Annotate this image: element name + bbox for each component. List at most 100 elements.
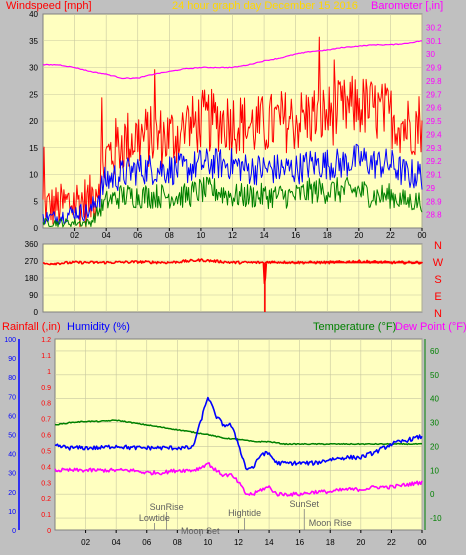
humidity-ytick-label: 80: [8, 375, 16, 382]
barometer-series: [42, 40, 422, 80]
event-marker-label: SunSet: [289, 499, 319, 509]
wind-ytick-label: 10: [29, 171, 38, 180]
wind-ytick-label: 40: [29, 10, 38, 19]
compass-label: N: [434, 308, 442, 320]
barometer-ytick-label: 28.8: [426, 211, 442, 220]
barometer-ytick-label: 29.1: [426, 171, 442, 180]
barometer-ytick-label: 30.1: [426, 37, 442, 46]
humidity-ytick-label: 50: [8, 433, 16, 440]
humidity-series: [54, 396, 423, 471]
wind-xtick-label: 14: [260, 231, 269, 240]
humidity-ytick-label: 20: [8, 490, 16, 497]
wind-series-average: [42, 143, 423, 225]
wind-xtick-label: 00: [418, 231, 427, 240]
rainfall-axis-label: Rainfall (,in): [2, 321, 61, 333]
wind-xtick-label: 08: [165, 231, 174, 240]
direction-ytick-label: 180: [25, 274, 39, 283]
wind-xtick-label: 18: [323, 231, 332, 240]
temp-xtick-label: 10: [203, 538, 212, 547]
humidity-ytick-label: 100: [4, 337, 16, 344]
barometer-ytick-label: 29.6: [426, 104, 442, 113]
humidity-axis-label: Humidity (%): [67, 321, 130, 333]
temperature-ytick-label: 20: [430, 442, 439, 451]
wind-ytick-label: 0: [34, 224, 39, 233]
wind-xtick-label: 06: [133, 231, 142, 240]
humidity-ytick-label: 60: [8, 413, 16, 420]
event-marker-label: SunRise: [150, 502, 184, 512]
barometer-ytick-label: 29.5: [426, 117, 442, 126]
temp-xtick-label: 18: [326, 538, 335, 547]
rainfall-ytick-label: 0.5: [41, 448, 51, 455]
temp-xtick-label: 20: [356, 538, 365, 547]
wind-ytick-label: 35: [29, 37, 38, 46]
compass-label: S: [434, 274, 441, 286]
rainfall-ytick-label: 0.3: [41, 480, 51, 487]
rainfall-ytick-label: 1.1: [41, 353, 51, 360]
dewpoint-axis-label: Dew Point (°F): [395, 321, 466, 333]
barometer-ytick-label: 29.2: [426, 157, 442, 166]
wind-ytick-label: 30: [29, 64, 38, 73]
rainfall-ytick-label: 1: [47, 369, 51, 376]
barometer-ytick-label: 30.2: [426, 23, 442, 32]
direction-ytick-label: 360: [25, 240, 39, 249]
direction-ytick-label: 90: [29, 291, 38, 300]
humidity-ytick-label: 30: [8, 471, 16, 478]
barometer-ytick-label: 29.9: [426, 64, 442, 73]
temperature-ytick-label: 60: [430, 347, 439, 356]
temperature-ytick-label: 10: [430, 466, 439, 475]
barometer-ytick-label: 29.7: [426, 90, 442, 99]
wind-series-minimum: [42, 176, 423, 228]
direction-ytick-label: 0: [34, 308, 39, 317]
barometer-ytick-label: 28.9: [426, 197, 442, 206]
humidity-ytick-label: 10: [8, 509, 16, 516]
temperature-ytick-label: 30: [430, 419, 439, 428]
wind-xtick-label: 12: [228, 231, 237, 240]
rainfall-ytick-label: 1.2: [41, 337, 51, 344]
wind-xtick-label: 04: [102, 231, 111, 240]
humidity-ytick-label: 40: [8, 452, 16, 459]
wind-ytick-label: 20: [29, 117, 38, 126]
graph-title: 24 hour graph day December 15 2016: [172, 0, 358, 12]
compass-label: N: [434, 240, 442, 252]
windspeed-axis-label: Windspeed [mph]: [6, 0, 92, 12]
humidity-ytick-label: 90: [8, 356, 16, 363]
humidity-ytick-label: 70: [8, 394, 16, 401]
barometer-ytick-label: 29.3: [426, 144, 442, 153]
barometer-ytick-label: 29.4: [426, 130, 442, 139]
barometer-ytick-label: 29.8: [426, 77, 442, 86]
temp-xtick-label: 00: [418, 538, 427, 547]
barometer-ytick-label: 29: [426, 184, 435, 193]
compass-label: E: [434, 291, 441, 303]
rainfall-ytick-label: 0.7: [41, 417, 51, 424]
rainfall-ytick-label: 0.9: [41, 385, 51, 392]
temp-xtick-label: 08: [173, 538, 182, 547]
humidity-ytick-label: 0: [12, 528, 16, 535]
compass-label: W: [433, 257, 444, 269]
temp-xtick-label: 12: [234, 538, 243, 547]
event-marker-label: Moon Rise: [309, 518, 352, 528]
wind-xtick-label: 20: [354, 231, 363, 240]
event-marker-label: Lowtide: [139, 513, 170, 523]
wind-xtick-label: 16: [291, 231, 300, 240]
temperature-series: [54, 419, 423, 446]
temperature-ytick-label: 50: [430, 371, 439, 380]
wind-ytick-label: 5: [34, 197, 39, 206]
rainfall-ytick-label: 0: [47, 528, 51, 535]
temp-xtick-label: 16: [295, 538, 304, 547]
wind-series-gust: [42, 36, 423, 228]
temperature-axis-label: Temperature (°F): [313, 321, 396, 333]
wind-xtick-label: 22: [386, 231, 395, 240]
rainfall-ytick-label: 0.1: [41, 512, 51, 519]
temperature-ytick-label: -10: [430, 514, 442, 523]
wind-ytick-label: 25: [29, 90, 38, 99]
temp-xtick-label: 14: [265, 538, 274, 547]
direction-ytick-label: 270: [25, 257, 39, 266]
temp-xtick-label: 02: [81, 538, 90, 547]
temp-xtick-label: 06: [142, 538, 151, 547]
temperature-ytick-label: 40: [430, 395, 439, 404]
temp-xtick-label: 22: [387, 538, 396, 547]
wind-xtick-label: 02: [70, 231, 79, 240]
rainfall-ytick-label: 0.8: [41, 401, 51, 408]
temperature-ytick-label: 0: [430, 490, 435, 499]
event-marker-label: Hightide: [228, 508, 261, 518]
